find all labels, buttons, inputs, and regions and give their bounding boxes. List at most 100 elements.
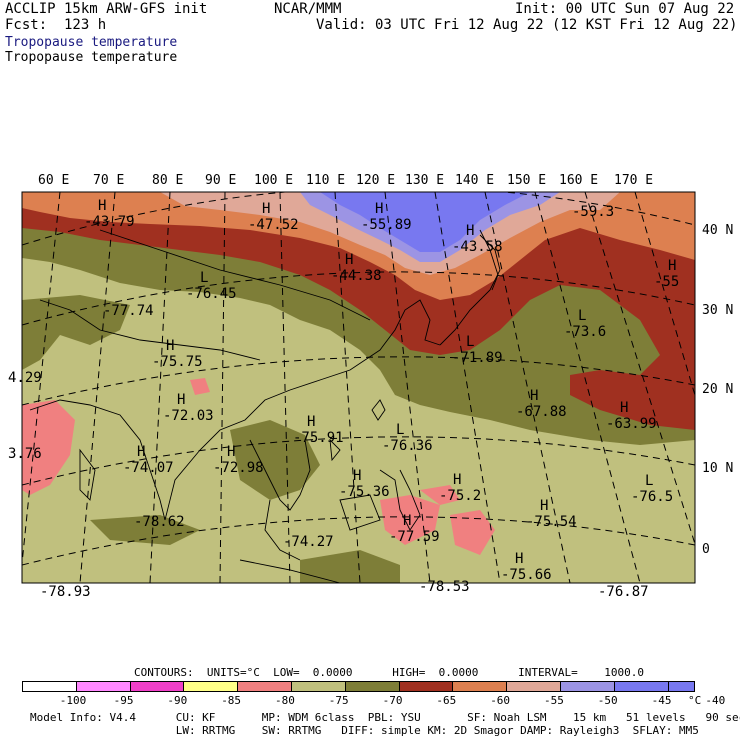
high-marker: H [166, 338, 174, 354]
colorbar-label: -100 [59, 694, 87, 707]
graticule-meridian [484, 192, 571, 583]
colorbar-swatch [506, 681, 561, 692]
graticule-parallel [22, 192, 695, 246]
longitude-label: 130 E [405, 173, 444, 188]
colorbar-swatch [22, 681, 77, 692]
colorbar-label: -60 [490, 694, 511, 707]
extremum-value: -76.45 [186, 286, 237, 302]
colorbar-swatch [452, 681, 508, 692]
low-marker: L [645, 473, 653, 489]
high-marker: H [466, 223, 474, 239]
colorbar-label: -75 [328, 694, 349, 707]
colorbar-swatch [613, 681, 669, 692]
graticule [22, 192, 695, 583]
graticule-meridian [384, 192, 431, 583]
colorbar-swatch [667, 681, 695, 692]
high-marker: H [262, 201, 270, 217]
high-marker: H [177, 392, 185, 408]
coastline [29, 399, 166, 521]
colorbar-label: -45 [651, 694, 672, 707]
extremum-value: -78.53 [419, 579, 470, 595]
extremum-value: -76.36 [382, 438, 433, 454]
longitude-label: 100 E [254, 173, 293, 188]
latitude-label: 0 [702, 542, 710, 557]
latitude-label: 10 N [702, 461, 733, 476]
high-marker: H [137, 444, 145, 460]
center-name: NCAR/MMM [274, 1, 342, 17]
graticule-meridian [22, 192, 61, 569]
coastline [239, 559, 341, 583]
model-info-line-1: Model Info: V4.4 CU: KF MP: WDM 6class P… [30, 711, 740, 724]
colorbar-label: -40 [705, 694, 726, 707]
field-salmon-w [22, 400, 75, 495]
coastline [79, 448, 96, 501]
coastline [371, 399, 386, 421]
high-marker: H [98, 198, 106, 214]
extremum-value: -72.98 [213, 460, 264, 476]
high-marker: H [345, 252, 353, 268]
colorbar-swatch [398, 681, 454, 692]
latitude-label: 30 N [702, 303, 733, 318]
low-marker: L [466, 334, 474, 350]
coastline [329, 438, 341, 462]
extremum-value: -74.07 [123, 460, 174, 476]
model-title: ACCLIP 15km ARW-GFS init [5, 1, 208, 17]
map-fields [22, 192, 695, 583]
extremum-value: -75.2 [439, 488, 481, 504]
extremum-value: -59.3 [572, 204, 614, 220]
high-marker: H [620, 400, 628, 416]
extremum-value: -72.03 [163, 408, 214, 424]
colorbar-swatch [129, 681, 185, 692]
field-blue [320, 192, 530, 252]
longitude-label: 90 E [205, 173, 236, 188]
extremum-value: -71.89 [452, 350, 503, 366]
extremum-value: -78.62 [134, 514, 185, 530]
colorbar-label: -55 [544, 694, 564, 707]
extremum-value: -75.91 [293, 430, 344, 446]
graticule-meridian [334, 192, 361, 583]
field-title-2: Tropopause temperature [5, 50, 178, 65]
coastline [39, 299, 261, 361]
colorbar-label: -80 [275, 694, 295, 707]
graticule-parallel [22, 436, 695, 486]
extremum-value: -43.79 [84, 214, 135, 230]
extremum-value: -67.88 [516, 404, 567, 420]
longitude-label: 140 E [455, 173, 494, 188]
graticule-meridian [79, 192, 116, 583]
extremum-value: 3.76 [8, 446, 42, 462]
field-title-1: Tropopause temperature [5, 35, 178, 50]
field-salmon-se2 [450, 510, 495, 555]
coastline [99, 229, 371, 321]
graticule-meridian [534, 192, 641, 583]
extremum-value: -75.54 [526, 514, 577, 530]
extremum-value: -74.27 [283, 534, 334, 550]
colorbar-label: -65 [436, 694, 457, 707]
field-olive-indochina [230, 420, 320, 500]
colorbar-label: °C [688, 694, 702, 707]
latitude-labels: 40 N 30 N 20 N 10 N 0 [702, 223, 733, 557]
high-marker: H [668, 258, 676, 274]
field-olive-s [300, 550, 400, 583]
low-marker: L [396, 422, 404, 438]
field-olive-bob [90, 515, 200, 545]
colorbar-swatch [560, 681, 615, 692]
high-marker: H [540, 498, 548, 514]
graticule-parallel [22, 271, 695, 326]
field-olive-sw [22, 295, 130, 370]
longitude-label: 120 E [356, 173, 395, 188]
high-marker: H [530, 388, 538, 404]
colorbar-swatch [75, 681, 131, 692]
contours-info: CONTOURS: UNITS=°C LOW= 0.0000 HIGH= 0.0… [134, 666, 644, 679]
latitude-label: 40 N [702, 223, 733, 238]
extremum-value: -55 [654, 274, 679, 290]
colorbar-swatch [237, 681, 292, 692]
valid-time: Valid: 03 UTC Fri 12 Aug 22 (12 KST Fri … [316, 17, 738, 33]
coastline [339, 494, 381, 531]
high-marker: H [307, 414, 315, 430]
colorbar-label: -95 [113, 694, 134, 707]
extremum-value: -75.75 [152, 354, 203, 370]
colorbar-swatch [183, 681, 239, 692]
low-marker: L [578, 308, 586, 324]
longitude-label: 170 E [614, 173, 653, 188]
